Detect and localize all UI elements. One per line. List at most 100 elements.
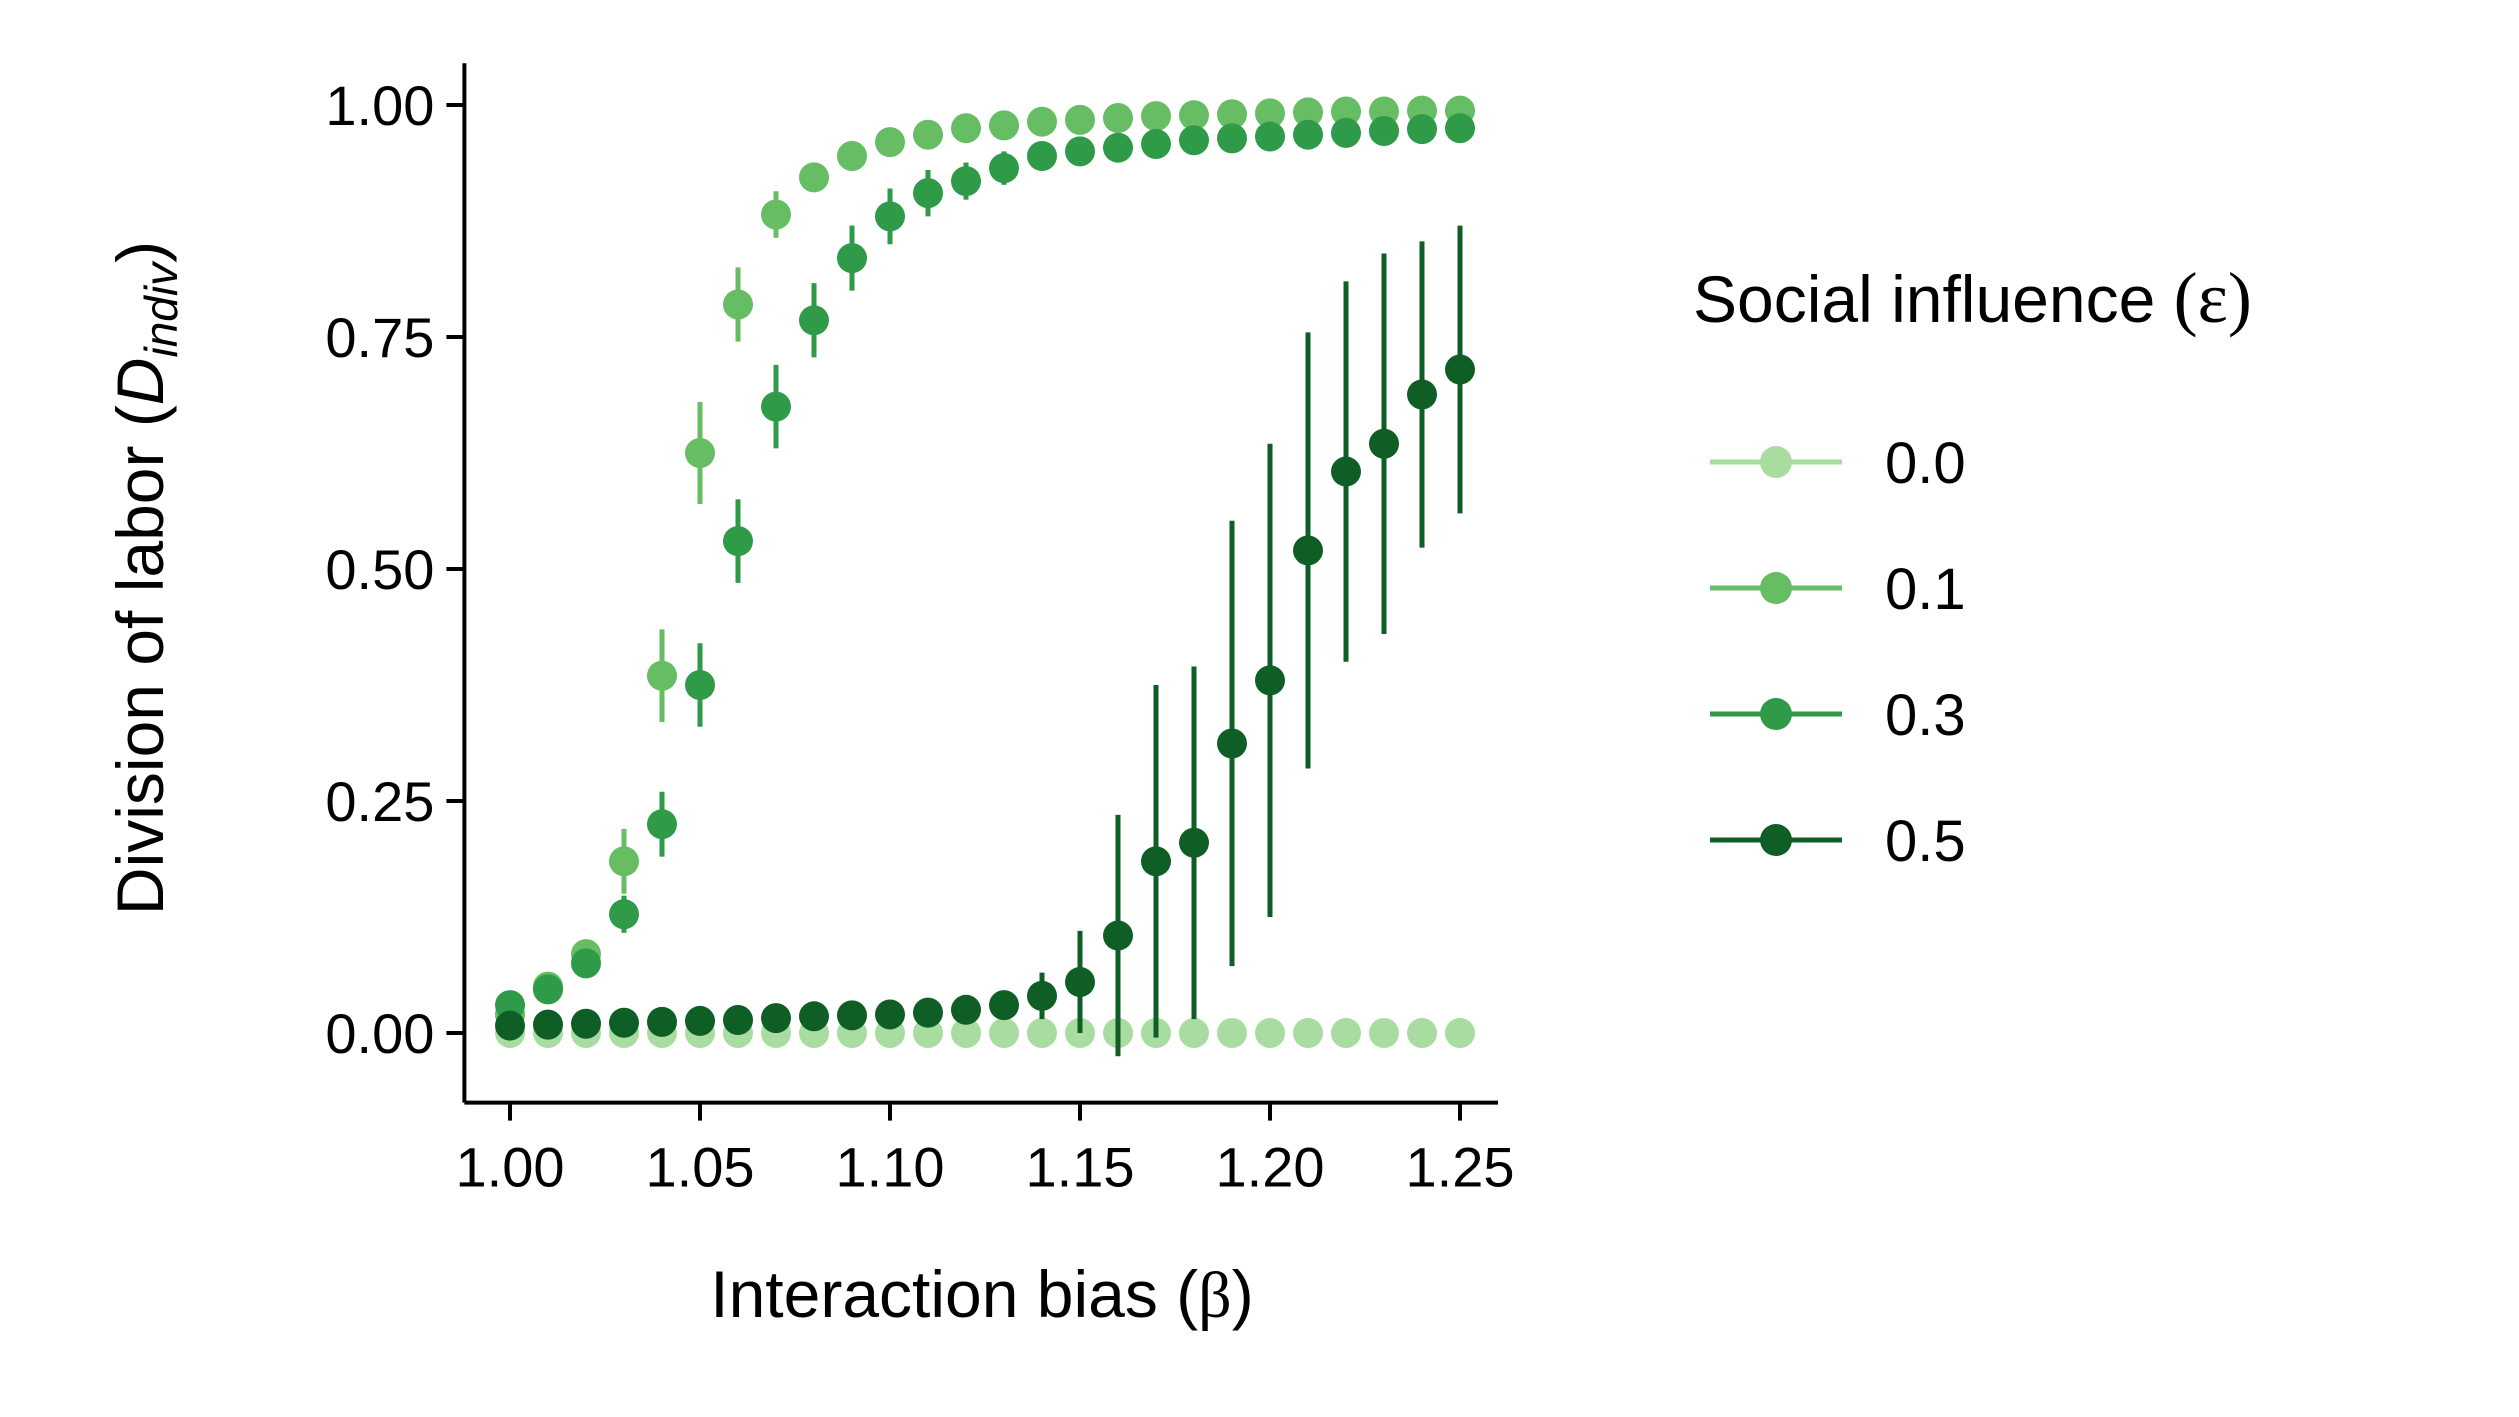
- series-0.1: [495, 95, 1475, 1030]
- data-point: [837, 141, 867, 172]
- legend-label: 0.3: [1885, 683, 1966, 748]
- data-point: [685, 1005, 715, 1036]
- legend: 0.0 0.1 0.3 0.5: [1710, 431, 1966, 874]
- data-point: [951, 166, 981, 197]
- data-point: [1293, 1018, 1323, 1048]
- data-point: [1369, 428, 1399, 459]
- data-point: [1065, 136, 1095, 167]
- x-tick-label: 1.20: [1216, 1136, 1325, 1199]
- y-tick-label: 0.75: [325, 306, 434, 369]
- data-point: [875, 999, 905, 1030]
- data-point: [1103, 132, 1133, 163]
- data-point: [609, 846, 639, 877]
- data-point: [875, 127, 905, 158]
- data-point: [1179, 1018, 1209, 1048]
- data-point: [799, 305, 829, 336]
- data-point: [1293, 535, 1323, 566]
- data-point: [1179, 125, 1209, 156]
- data-point: [837, 243, 867, 274]
- data-point: [1369, 1018, 1399, 1048]
- data-point: [1445, 113, 1475, 144]
- legend-item-0.5: 0.5: [1710, 809, 1966, 874]
- data-point: [1331, 456, 1361, 487]
- data-point: [609, 1007, 639, 1038]
- data-point: [951, 113, 981, 144]
- data-point: [1255, 1018, 1285, 1048]
- data-point: [913, 997, 943, 1028]
- legend-item-0.0: 0.0: [1710, 431, 1966, 496]
- x-tick-label: 1.00: [456, 1136, 565, 1199]
- data-point: [989, 1018, 1019, 1048]
- data-point: [1331, 117, 1361, 148]
- series-0.5: [495, 225, 1475, 1057]
- data-point: [913, 119, 943, 150]
- data-point: [1027, 141, 1057, 172]
- data-point: [989, 990, 1019, 1021]
- legend-marker: [1760, 572, 1792, 604]
- data-point: [685, 438, 715, 468]
- legend-label: 0.0: [1885, 431, 1966, 496]
- data-point: [571, 948, 601, 979]
- x-tick-label: 1.10: [836, 1136, 945, 1199]
- x-tick-label: 1.25: [1406, 1136, 1515, 1199]
- data-point: [1331, 1018, 1361, 1048]
- data-point: [1369, 115, 1399, 146]
- data-point: [647, 1006, 677, 1037]
- data-point: [1331, 96, 1361, 127]
- data-point: [989, 153, 1019, 184]
- x-tick-label: 1.05: [646, 1136, 755, 1199]
- x-axis-label: Interaction bias (β): [710, 1257, 1254, 1332]
- y-tick-label: 0.50: [325, 538, 434, 601]
- data-point: [1141, 128, 1171, 159]
- legend-title: Social influence (ε): [1693, 258, 2252, 338]
- data-point: [1445, 354, 1475, 385]
- data-point: [761, 391, 791, 422]
- data-point: [1065, 104, 1095, 135]
- legend-item-0.3: 0.3: [1710, 683, 1966, 748]
- data-point: [571, 1008, 601, 1039]
- legend-marker: [1760, 446, 1792, 478]
- data-point: [647, 660, 677, 691]
- data-point: [1255, 665, 1285, 696]
- y-axis-label: Division of labor (Dindiv): [103, 241, 187, 915]
- data-point: [1141, 101, 1171, 132]
- legend-label: 0.5: [1885, 809, 1966, 874]
- data-point: [495, 1010, 525, 1041]
- data-point: [685, 670, 715, 700]
- data-point: [1407, 1018, 1437, 1048]
- data-point: [1141, 846, 1171, 877]
- data-point: [1217, 728, 1247, 759]
- legend-marker: [1760, 698, 1792, 730]
- legend-label: 0.1: [1885, 557, 1966, 622]
- data-point: [1217, 99, 1247, 130]
- legend-item-0.1: 0.1: [1710, 557, 1966, 622]
- series-0.3: [495, 113, 1475, 1021]
- data-point: [799, 162, 829, 193]
- data-point: [951, 1018, 981, 1048]
- data-point: [1027, 106, 1057, 137]
- data-point: [989, 110, 1019, 141]
- y-ticks: 0.00 0.25 0.50 0.75 1.00: [325, 74, 465, 1065]
- data-point: [1217, 1018, 1247, 1048]
- legend-marker: [1760, 824, 1792, 856]
- data-point: [1179, 827, 1209, 858]
- data-point: [837, 1000, 867, 1031]
- data-point: [875, 201, 905, 232]
- data-point: [1179, 100, 1209, 131]
- data-point: [723, 1005, 753, 1036]
- axes: [462, 63, 1498, 1105]
- y-tick-label: 0.00: [325, 1002, 434, 1065]
- data-point: [723, 526, 753, 557]
- data-point: [1293, 97, 1323, 128]
- data-point: [1407, 379, 1437, 410]
- data-point: [1407, 114, 1437, 145]
- data-point: [1027, 1018, 1057, 1048]
- data-point: [951, 994, 981, 1025]
- x-tick-label: 1.15: [1026, 1136, 1135, 1199]
- data-point: [723, 289, 753, 320]
- series-0.0: [495, 1018, 1475, 1048]
- data-point: [609, 899, 639, 930]
- data-point: [799, 1001, 829, 1032]
- x-ticks: 1.00 1.05 1.10 1.15 1.20 1.25: [456, 1102, 1515, 1199]
